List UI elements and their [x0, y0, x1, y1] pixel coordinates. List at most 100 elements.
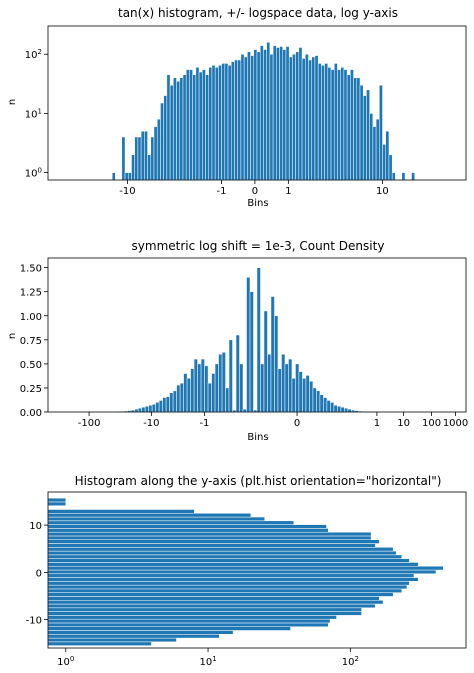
bar	[144, 130, 148, 181]
y-tick-label: 0.00	[20, 408, 42, 419]
bar	[47, 584, 408, 590]
bar	[356, 77, 361, 181]
bar	[47, 641, 152, 646]
bar	[324, 63, 329, 181]
y-tick-label: 10	[29, 521, 42, 532]
y-axis-label: n	[7, 99, 18, 105]
bar	[221, 63, 226, 181]
x-ticks: 100 101 102	[57, 648, 359, 668]
bar	[302, 378, 307, 413]
bar	[169, 392, 174, 413]
bar	[47, 497, 67, 503]
bar	[47, 520, 294, 525]
bar	[330, 402, 335, 413]
bar	[156, 118, 161, 181]
bar	[189, 69, 193, 181]
bar	[204, 365, 209, 413]
bar	[411, 172, 415, 181]
y-ticks: 0.00 0.25 0.50 0.75 1.00 1.25 1.50	[20, 264, 48, 419]
bar	[350, 69, 354, 181]
bar	[158, 400, 163, 413]
bar	[379, 84, 383, 181]
bar	[47, 634, 220, 639]
bar	[190, 368, 195, 413]
bar	[317, 63, 322, 181]
bar	[186, 378, 191, 413]
bar	[183, 373, 188, 413]
x-tick-label: -1	[199, 418, 209, 429]
bar	[47, 543, 376, 548]
bar	[337, 69, 341, 181]
bar	[346, 74, 351, 181]
bar	[260, 363, 265, 413]
bar	[285, 46, 290, 181]
bar	[140, 130, 145, 181]
bar	[228, 339, 233, 413]
bar	[192, 74, 197, 181]
bar	[256, 51, 261, 181]
bar	[131, 154, 135, 181]
bar	[155, 402, 160, 413]
y-tick-label: 0.25	[20, 384, 42, 395]
bar	[366, 89, 370, 181]
bar	[291, 378, 296, 413]
bar	[316, 390, 321, 413]
x-tick-label: 10	[376, 186, 389, 197]
bar	[314, 55, 319, 181]
bar	[359, 84, 364, 181]
bar	[243, 56, 248, 181]
bar	[242, 408, 247, 413]
y-tick-label: 1.50	[20, 264, 42, 275]
bar	[47, 565, 444, 571]
bar-group	[47, 497, 444, 646]
y-ticks: 100 101 102	[25, 48, 48, 180]
chart-title: Histogram along the y-axis (plt.hist ori…	[75, 474, 442, 488]
bar	[330, 69, 335, 181]
y-axis-label: n	[7, 333, 18, 339]
bar	[333, 63, 338, 181]
bar	[166, 74, 171, 181]
bar	[369, 113, 374, 181]
bar	[47, 558, 410, 563]
y-tick-label: 101	[25, 107, 42, 120]
bar	[263, 310, 268, 413]
bar	[305, 375, 310, 413]
bar	[47, 618, 331, 624]
bar	[267, 354, 272, 413]
x-tick-label: 10	[397, 418, 410, 429]
bar	[240, 53, 245, 181]
bar	[179, 382, 184, 413]
bar	[250, 55, 255, 181]
bar	[111, 172, 116, 181]
plot-frame	[47, 257, 467, 413]
bar	[147, 154, 152, 181]
bar	[309, 380, 314, 413]
bar	[218, 65, 222, 181]
x-tick-label: 102	[342, 655, 359, 668]
x-ticks: -100 -10 -1 0 1 10 100 1000	[78, 412, 468, 429]
bar	[124, 172, 129, 181]
bar	[47, 592, 394, 597]
x-tick-label: 0	[294, 418, 300, 429]
bar	[272, 45, 277, 181]
bar	[237, 59, 242, 181]
bar	[224, 63, 229, 181]
bar-group	[109, 267, 380, 413]
bar	[311, 56, 316, 181]
bar	[47, 588, 403, 593]
x-tick-label: 100	[57, 655, 74, 668]
y-tick-label: 1.25	[20, 288, 42, 299]
bar	[372, 126, 377, 181]
x-tick-label: 100	[422, 418, 441, 429]
bar	[344, 407, 349, 413]
bar	[47, 600, 384, 605]
bar	[211, 65, 216, 181]
bar	[47, 528, 329, 533]
bar	[337, 405, 342, 413]
bar	[121, 136, 126, 181]
y-tick-label: 0.75	[20, 336, 42, 347]
bar	[205, 74, 209, 181]
plot-frame	[47, 491, 467, 649]
bar	[269, 53, 274, 181]
